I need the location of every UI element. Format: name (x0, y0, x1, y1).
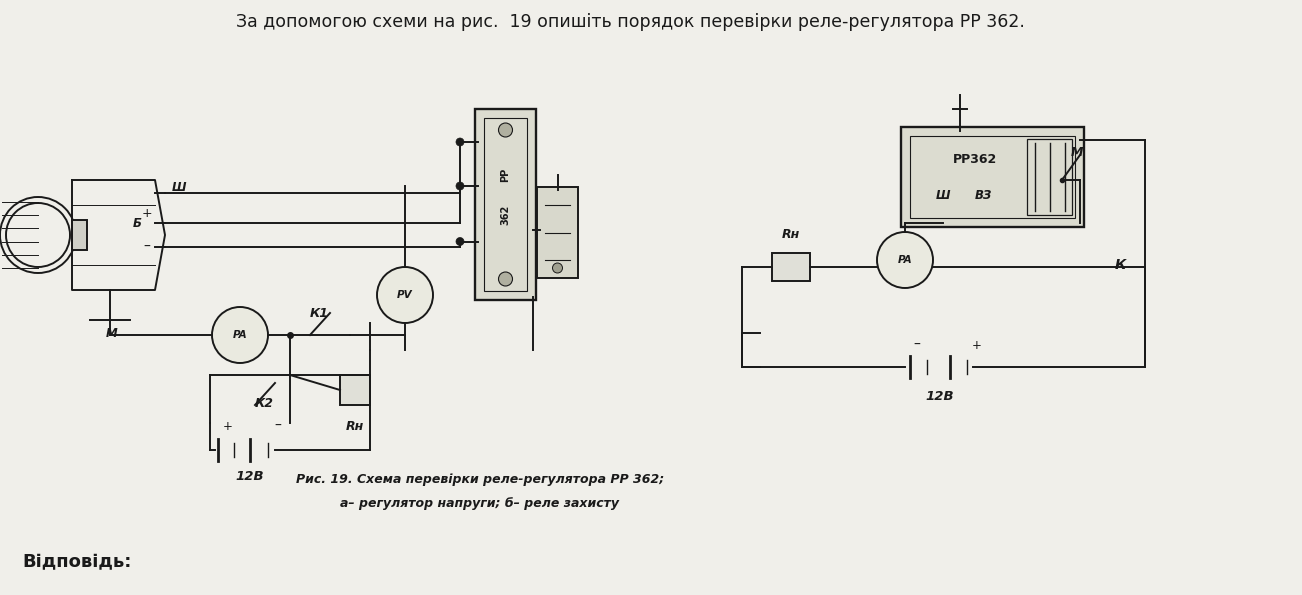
Text: PV: PV (397, 290, 413, 300)
Circle shape (212, 307, 268, 363)
Circle shape (552, 263, 562, 273)
Bar (772, 253, 810, 281)
Circle shape (456, 237, 464, 246)
Text: Б: Б (133, 217, 142, 230)
Text: 362: 362 (500, 204, 510, 225)
Text: РР: РР (500, 167, 510, 181)
Bar (340, 375, 370, 405)
Circle shape (456, 138, 464, 146)
Text: +: + (973, 339, 982, 352)
Text: PA: PA (897, 255, 913, 265)
Bar (72, 220, 87, 250)
Text: –: – (275, 419, 281, 433)
Text: Ш: Ш (172, 180, 186, 193)
Text: +: + (142, 206, 152, 220)
FancyBboxPatch shape (901, 127, 1085, 227)
Text: За допомогою схеми на рис.  19 опишіть порядок перевірки реле-регулятора РР 362.: За допомогою схеми на рис. 19 опишіть по… (236, 13, 1025, 31)
Circle shape (499, 272, 513, 286)
Text: К: К (1115, 258, 1126, 272)
Text: ВЗ: ВЗ (974, 189, 992, 202)
Text: 12В: 12В (236, 470, 264, 483)
Text: М: М (1070, 146, 1083, 158)
Text: +: + (223, 420, 233, 433)
Text: Рис. 19. Схема перевірки реле-регулятора РР 362;: Рис. 19. Схема перевірки реле-регулятора… (296, 473, 664, 486)
FancyBboxPatch shape (536, 187, 578, 278)
Text: К2: К2 (255, 396, 273, 409)
Text: а– регулятор напруги; б– реле захисту: а– регулятор напруги; б– реле захисту (341, 497, 620, 510)
Text: –: – (143, 240, 151, 254)
Circle shape (878, 232, 934, 288)
Bar (1027, 139, 1072, 215)
Text: М: М (107, 327, 118, 340)
Circle shape (499, 123, 513, 137)
Text: Відповідь:: Відповідь: (22, 553, 132, 571)
Text: Rн: Rн (346, 420, 365, 433)
Text: PA: PA (233, 330, 247, 340)
Text: Ш: Ш (936, 189, 950, 202)
Text: К1: К1 (310, 306, 329, 320)
Circle shape (456, 182, 464, 190)
Text: Rн: Rн (783, 228, 801, 241)
FancyBboxPatch shape (475, 109, 536, 300)
Text: –: – (914, 338, 921, 352)
Text: РР362: РР362 (953, 152, 997, 165)
Bar (484, 118, 527, 291)
Text: 12В: 12В (926, 390, 954, 403)
Circle shape (378, 267, 434, 323)
Bar (910, 136, 1075, 218)
